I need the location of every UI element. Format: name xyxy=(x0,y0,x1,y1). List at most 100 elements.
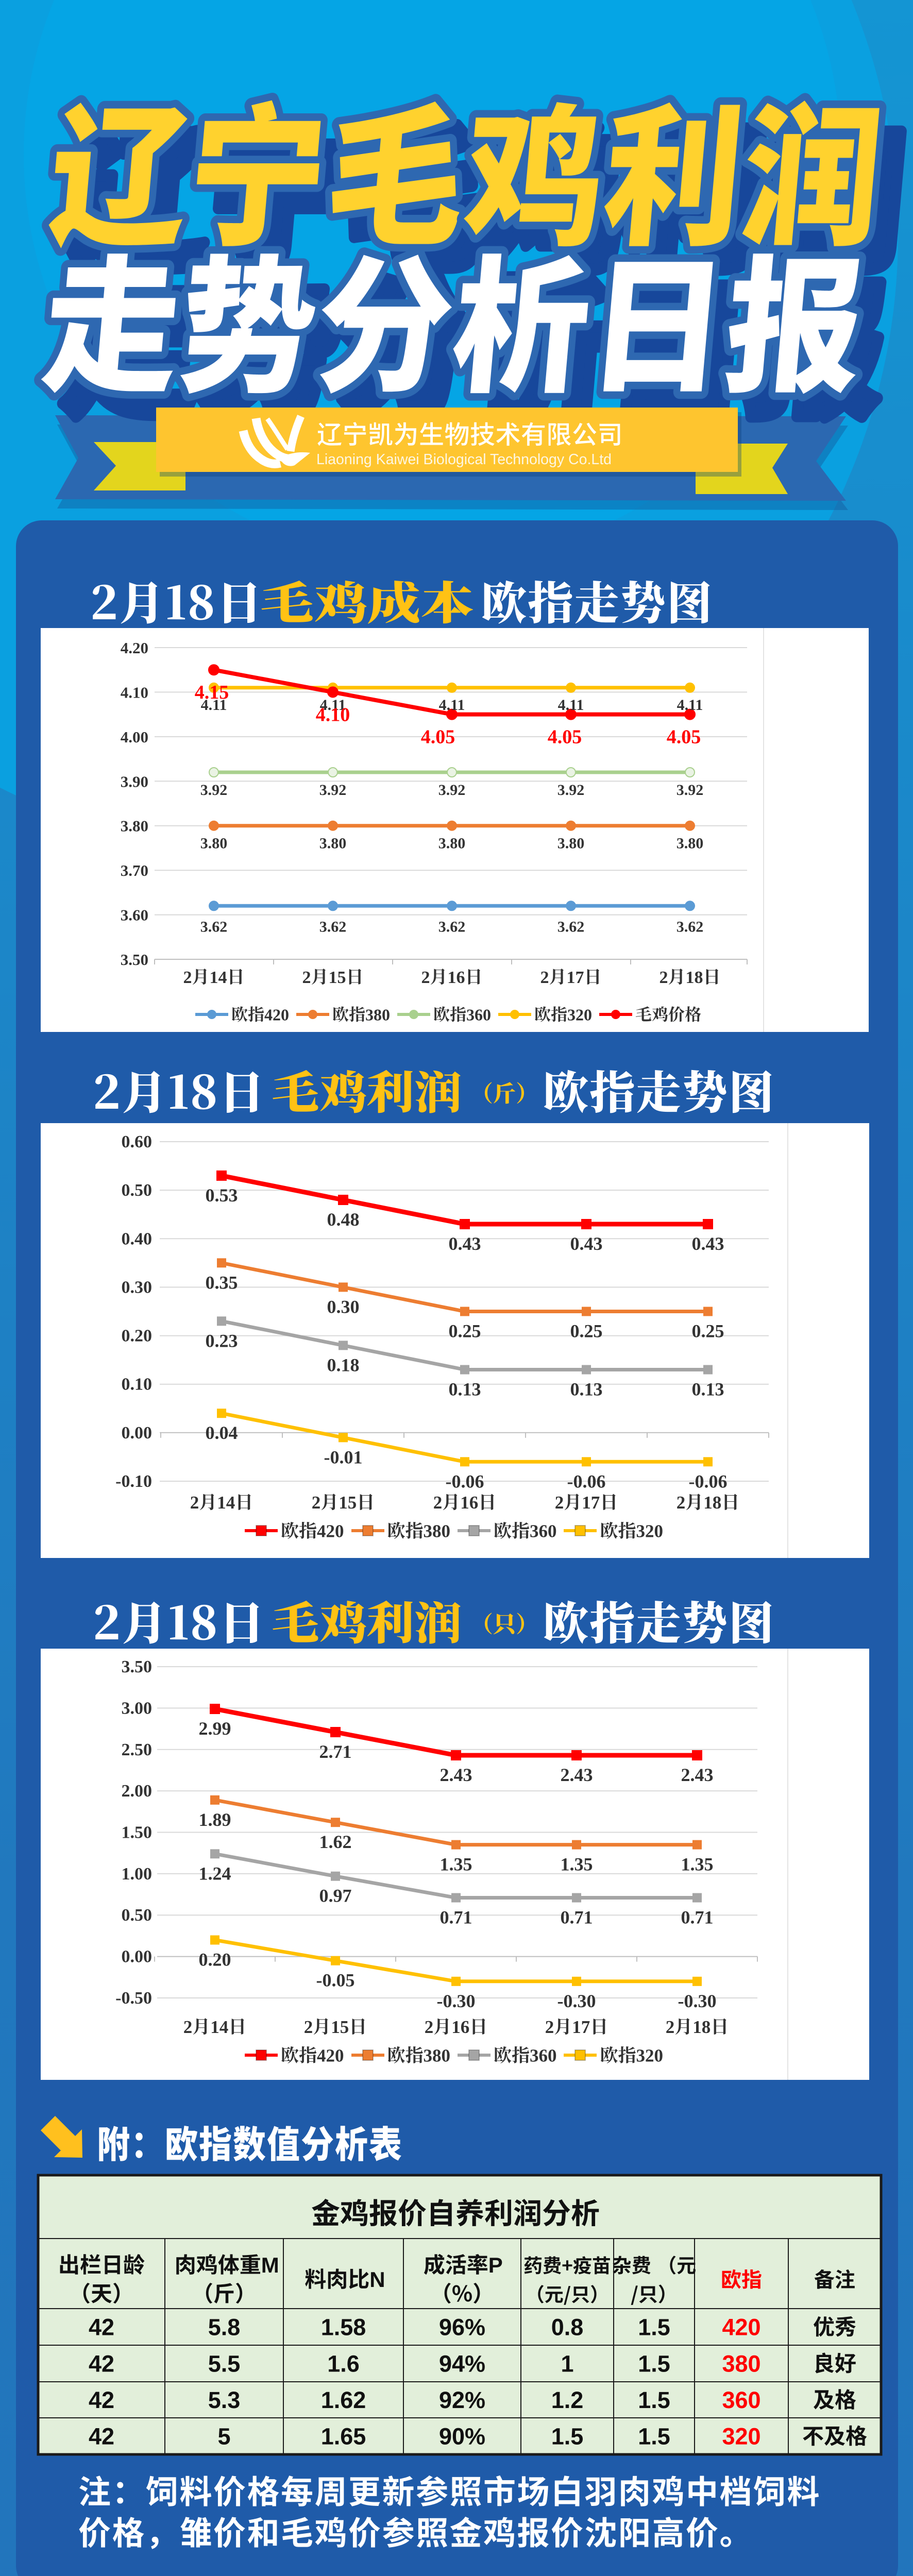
svg-text:1.35: 1.35 xyxy=(561,1854,593,1875)
svg-text:0.25: 0.25 xyxy=(570,1321,603,1342)
svg-text:420: 420 xyxy=(264,1006,289,1024)
svg-text:380: 380 xyxy=(424,1521,451,1541)
svg-text:2: 2 xyxy=(183,968,192,987)
svg-text:2: 2 xyxy=(302,968,311,987)
svg-text:4.11: 4.11 xyxy=(201,697,227,714)
svg-text:3.80: 3.80 xyxy=(121,817,148,835)
svg-text:360: 360 xyxy=(530,2046,557,2066)
svg-text:380: 380 xyxy=(424,2046,451,2066)
svg-text:3.92: 3.92 xyxy=(319,782,347,799)
svg-text:0.43: 0.43 xyxy=(692,1233,724,1254)
svg-text:5.8: 5.8 xyxy=(208,2314,241,2341)
svg-text:4.05: 4.05 xyxy=(548,726,582,748)
svg-text:0.18: 0.18 xyxy=(327,1354,360,1375)
svg-text:1: 1 xyxy=(561,2351,573,2377)
svg-text:0.48: 0.48 xyxy=(327,1209,360,1230)
svg-text:320: 320 xyxy=(567,1006,592,1024)
svg-text:0.20: 0.20 xyxy=(122,1327,153,1346)
svg-text:1.35: 1.35 xyxy=(440,1854,472,1875)
svg-text:0.00: 0.00 xyxy=(122,1423,153,1443)
svg-text:4.20: 4.20 xyxy=(121,639,148,657)
svg-text:17: 17 xyxy=(582,1493,600,1513)
svg-text:5: 5 xyxy=(217,2424,230,2450)
svg-text:3.60: 3.60 xyxy=(121,906,148,924)
svg-text:0.71: 0.71 xyxy=(681,1907,714,1928)
svg-text:15: 15 xyxy=(329,968,346,987)
svg-text:0.25: 0.25 xyxy=(692,1321,724,1342)
svg-text:1.65: 1.65 xyxy=(321,2424,366,2450)
svg-text:3.92: 3.92 xyxy=(438,782,466,799)
svg-text:360: 360 xyxy=(530,1521,557,1541)
svg-text:2.00: 2.00 xyxy=(122,1782,153,1801)
svg-text:42: 42 xyxy=(89,2314,114,2341)
svg-text:3.50: 3.50 xyxy=(121,951,148,969)
svg-text:3.80: 3.80 xyxy=(677,835,704,852)
svg-text:0.97: 0.97 xyxy=(319,1886,352,1906)
svg-text:1.24: 1.24 xyxy=(199,1863,231,1884)
svg-text:92%: 92% xyxy=(439,2387,485,2413)
svg-text:Liaoning Kaiwei Biological Tec: Liaoning Kaiwei Biological Technology Co… xyxy=(316,451,612,468)
svg-text:0.20: 0.20 xyxy=(199,1950,231,1970)
svg-text:16: 16 xyxy=(451,2017,469,2037)
svg-text:2: 2 xyxy=(183,2017,193,2037)
svg-text:4.11: 4.11 xyxy=(558,697,584,714)
svg-text:0.60: 0.60 xyxy=(122,1132,153,1151)
svg-text:2: 2 xyxy=(304,2017,313,2037)
svg-text:1.50: 1.50 xyxy=(122,1823,153,1842)
svg-text:4.10: 4.10 xyxy=(316,704,350,725)
svg-text:2.43: 2.43 xyxy=(681,1765,714,1785)
svg-text:4.05: 4.05 xyxy=(667,726,701,748)
svg-text:0.8: 0.8 xyxy=(551,2314,584,2341)
svg-text:2: 2 xyxy=(545,2017,554,2037)
svg-text:4.11: 4.11 xyxy=(439,697,465,714)
svg-text:3.62: 3.62 xyxy=(677,918,704,935)
svg-text:M: M xyxy=(261,2253,279,2277)
svg-text:360: 360 xyxy=(466,1006,491,1024)
svg-text:0.71: 0.71 xyxy=(440,1907,472,1928)
svg-text:2.50: 2.50 xyxy=(122,1740,153,1759)
svg-text:0.43: 0.43 xyxy=(449,1233,481,1254)
svg-text:15: 15 xyxy=(339,1493,357,1513)
svg-text:3.80: 3.80 xyxy=(319,835,347,852)
svg-text:2.43: 2.43 xyxy=(561,1765,593,1785)
svg-text:3.62: 3.62 xyxy=(319,918,347,935)
svg-text:-0.50: -0.50 xyxy=(115,1989,152,2008)
svg-text:14: 14 xyxy=(217,1493,235,1513)
svg-text:0.50: 0.50 xyxy=(122,1906,153,1925)
svg-text:15: 15 xyxy=(331,2017,349,2037)
svg-text:2: 2 xyxy=(312,1493,321,1513)
svg-text:18: 18 xyxy=(686,968,703,987)
svg-text:42: 42 xyxy=(89,2424,114,2450)
svg-text:3.92: 3.92 xyxy=(677,782,704,799)
svg-text:2: 2 xyxy=(421,968,430,987)
svg-text:90%: 90% xyxy=(439,2424,485,2450)
svg-text:0.71: 0.71 xyxy=(561,1907,593,1928)
svg-text:420: 420 xyxy=(722,2314,760,2341)
svg-text:-0.06: -0.06 xyxy=(567,1471,606,1492)
svg-text:-0.30: -0.30 xyxy=(437,1991,476,2011)
svg-text:P: P xyxy=(488,2253,503,2277)
svg-text:16: 16 xyxy=(460,1493,478,1513)
svg-text:2.43: 2.43 xyxy=(440,1765,472,1785)
svg-text:-0.06: -0.06 xyxy=(689,1471,728,1492)
svg-text:320: 320 xyxy=(636,1521,664,1541)
svg-text:42: 42 xyxy=(89,2387,114,2413)
svg-text:0.10: 0.10 xyxy=(122,1375,153,1394)
svg-text:3.62: 3.62 xyxy=(200,918,228,935)
svg-text:360: 360 xyxy=(722,2387,760,2413)
svg-text:3.50: 3.50 xyxy=(122,1657,153,1676)
svg-text:2: 2 xyxy=(677,1493,686,1513)
svg-text:2: 2 xyxy=(433,1493,443,1513)
svg-text:2.99: 2.99 xyxy=(199,1718,231,1739)
svg-text:-0.30: -0.30 xyxy=(678,1991,717,2011)
svg-text:18: 18 xyxy=(703,1493,721,1513)
svg-text:2: 2 xyxy=(555,1493,564,1513)
svg-text:3.62: 3.62 xyxy=(438,918,466,935)
svg-text:1.89: 1.89 xyxy=(199,1809,231,1830)
svg-text:3.00: 3.00 xyxy=(122,1699,153,1718)
svg-text:2: 2 xyxy=(660,968,668,987)
svg-text:-0.10: -0.10 xyxy=(115,1472,152,1491)
svg-text:0.43: 0.43 xyxy=(570,1233,603,1254)
svg-text:380: 380 xyxy=(722,2351,760,2377)
svg-text:1.62: 1.62 xyxy=(321,2387,366,2413)
